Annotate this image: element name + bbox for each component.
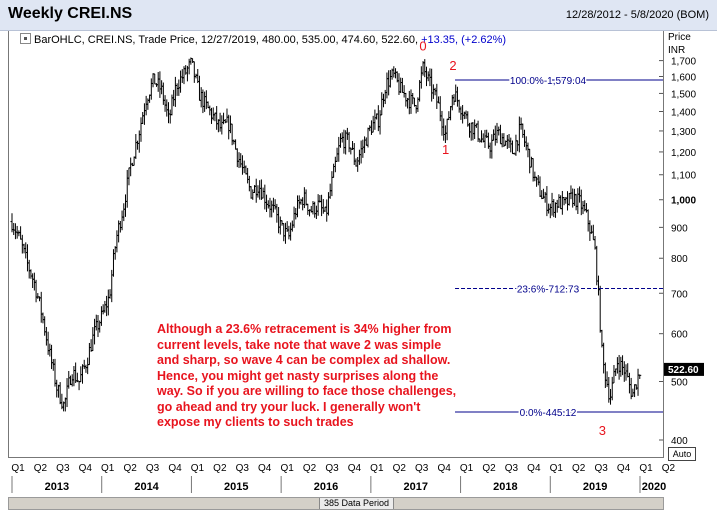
- y-tick-label: 900: [671, 223, 688, 234]
- y-tick-label: 1,400: [671, 108, 696, 119]
- year-label: 2014: [134, 481, 159, 493]
- quarter-label: Q2: [393, 463, 407, 474]
- y-tick-label: 1,600: [671, 72, 696, 83]
- year-label: 2016: [314, 481, 338, 493]
- quarter-label: Q3: [415, 463, 429, 474]
- quarter-label: Q4: [617, 463, 631, 474]
- quarter-label: Q3: [325, 463, 339, 474]
- y-tick-label: 600: [671, 330, 688, 341]
- year-label: 2019: [583, 481, 607, 493]
- y-tick-label: 400: [671, 436, 688, 447]
- year-label: 2013: [45, 481, 69, 493]
- fib-level-label: 23.6%-712.73: [517, 285, 580, 296]
- price-axis-title: Price INR: [668, 31, 691, 57]
- date-range: 12/28/2012 - 5/8/2020 (BOM): [565, 9, 709, 21]
- quarter-label: Q1: [101, 463, 115, 474]
- quarter-label: Q3: [56, 463, 70, 474]
- year-label: 2015: [224, 481, 248, 493]
- wave-label: 0: [419, 39, 426, 54]
- quarter-label: Q2: [123, 463, 137, 474]
- y-tick-label: 1,500: [671, 89, 696, 100]
- quarter-label: Q1: [191, 463, 205, 474]
- year-label: 2018: [493, 481, 517, 493]
- quarter-label: Q1: [550, 463, 564, 474]
- quarter-label: Q1: [280, 463, 294, 474]
- quarter-label: Q4: [79, 463, 93, 474]
- last-price-label: 522.60: [668, 365, 699, 376]
- quarter-label: Q4: [348, 463, 362, 474]
- last-price-marker: [664, 362, 704, 376]
- currency-label: INR: [668, 45, 686, 56]
- y-tick-label: 500: [671, 377, 688, 388]
- quarter-label: Q4: [437, 463, 451, 474]
- wave-label: 2: [449, 58, 456, 73]
- quarter-label: Q1: [11, 463, 25, 474]
- bar-ohlc-icon: [20, 33, 31, 44]
- wave-label: 3: [599, 423, 606, 438]
- auto-scale-button[interactable]: Auto: [668, 447, 696, 461]
- quarter-label: Q2: [662, 463, 676, 474]
- commentary-text: Although a 23.6% retracement is 34% high…: [157, 322, 457, 429]
- y-tick-label: 1,000: [671, 196, 696, 207]
- legend-text: BarOHLC, CREI.NS, Trade Price, 12/27/201…: [34, 34, 422, 46]
- period-scrollbar[interactable]: 385 Data Period: [8, 497, 664, 510]
- chart-header: Weekly CREI.NS 12/28/2012 - 5/8/2020 (BO…: [0, 0, 717, 31]
- fib-level-label: 100.0%-1,579.04: [510, 76, 587, 87]
- year-label: 2017: [403, 481, 427, 493]
- quarter-label: Q4: [258, 463, 272, 474]
- chart-canvas: 400 500 600 700 800 900 1,000 1,100 1,200 1,300 1,…: [10, 39, 704, 493]
- price-label: Price: [668, 32, 691, 43]
- quarter-label: Q3: [594, 463, 608, 474]
- y-tick-label: 1,100: [671, 171, 696, 182]
- quarter-label: Q2: [34, 463, 48, 474]
- year-label: 2020: [642, 481, 666, 493]
- y-tick-label: 1,300: [671, 127, 696, 138]
- fib-level-label: 0.0%-445.12: [520, 408, 577, 419]
- quarter-label: Q2: [213, 463, 227, 474]
- quarter-label: Q3: [505, 463, 519, 474]
- quarter-label: Q1: [460, 463, 474, 474]
- quarter-label: Q2: [303, 463, 317, 474]
- quarter-label: Q4: [527, 463, 541, 474]
- quarter-label: Q1: [370, 463, 384, 474]
- period-label: 385 Data Period: [319, 498, 395, 509]
- chart-title: Weekly CREI.NS: [8, 5, 133, 22]
- quarter-label: Q2: [482, 463, 496, 474]
- y-tick-label: 800: [671, 254, 688, 265]
- y-tick-label: 1,700: [671, 57, 696, 68]
- legend: BarOHLC, CREI.NS, Trade Price, 12/27/201…: [20, 33, 506, 46]
- quarter-label: Q4: [168, 463, 182, 474]
- wave-label: 1: [442, 142, 449, 157]
- quarter-label: Q3: [236, 463, 250, 474]
- quarter-label: Q1: [639, 463, 653, 474]
- y-tick-label: 1,200: [671, 148, 696, 159]
- legend-change: +13.35, (+2.62%): [421, 34, 507, 46]
- quarter-label: Q3: [146, 463, 160, 474]
- quarter-label: Q2: [572, 463, 586, 474]
- y-tick-label: 700: [671, 289, 688, 300]
